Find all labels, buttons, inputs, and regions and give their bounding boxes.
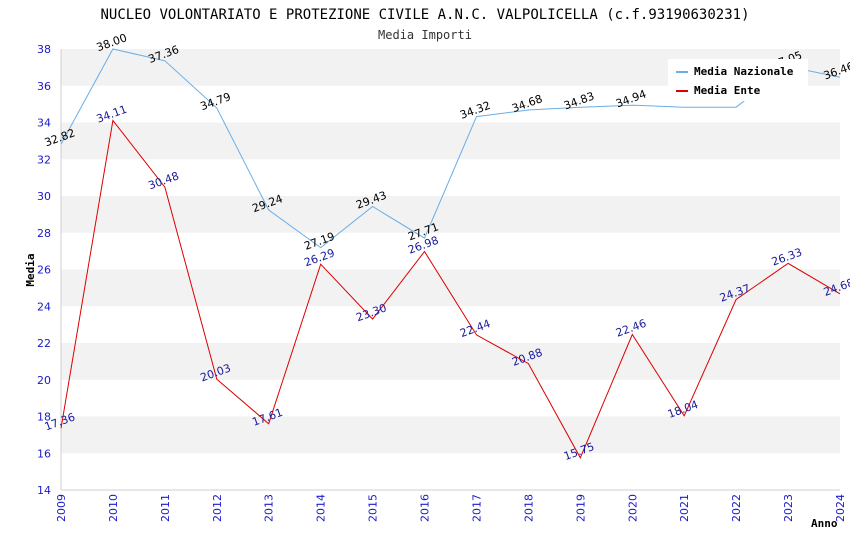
grid-band <box>61 379 840 417</box>
x-tick-label: 2024 <box>834 494 847 522</box>
grid-band <box>61 122 840 160</box>
grid-bands <box>60 49 840 491</box>
x-tick-label: 2017 <box>470 494 483 522</box>
y-tick-label: 34 <box>37 117 51 130</box>
y-tick-label: 36 <box>37 80 51 93</box>
y-tick-label: 38 <box>37 43 51 56</box>
y-tick-label: 14 <box>37 484 51 497</box>
grid-band <box>61 269 840 307</box>
x-tick-label: 2011 <box>159 494 172 522</box>
y-tick-label: 16 <box>37 447 51 460</box>
y-axis-label: Media <box>24 253 37 286</box>
y-tick-label: 18 <box>37 411 51 424</box>
series-line-ente <box>60 119 841 459</box>
grid-band <box>61 416 840 454</box>
x-tick-label: 2019 <box>574 494 587 522</box>
y-tick-label: 32 <box>37 153 51 166</box>
legend-label-nazionale: Media Nazionale <box>694 65 794 78</box>
x-tick-label: 2013 <box>263 494 276 522</box>
x-tick-label: 2009 <box>55 494 68 522</box>
y-tick-label: 22 <box>37 337 51 350</box>
x-tick-label: 2018 <box>522 494 535 522</box>
x-tick-label: 2016 <box>419 494 432 522</box>
y-axis-ticks: 14 16 18 20 22 24 26 28 30 32 34 36 38 <box>37 43 51 497</box>
x-tick-label: 2012 <box>211 494 224 522</box>
grid-band <box>61 196 840 233</box>
x-tick-label: 2015 <box>367 494 380 522</box>
x-tick-label: 2023 <box>782 494 795 522</box>
x-tick-label: 2021 <box>678 494 691 522</box>
x-tick-label: 2020 <box>626 494 639 522</box>
chart-subtitle: Media Importi <box>378 28 472 42</box>
grid-band <box>61 453 840 490</box>
chart-title: NUCLEO VOLONTARIATO E PROTEZIONE CIVILE … <box>100 7 749 23</box>
grid-band <box>61 343 840 380</box>
y-tick-label: 20 <box>37 374 51 387</box>
grid-band <box>61 306 840 343</box>
y-tick-label: 30 <box>37 190 51 203</box>
y-tick-label: 24 <box>37 300 51 313</box>
x-axis-ticks: 2009 2010 2011 2012 2013 2014 2015 2016 2017 2018… <box>55 494 847 522</box>
series-line-nazionale <box>60 48 841 249</box>
y-tick-label: 26 <box>37 264 51 277</box>
x-axis-label: Anno <box>811 517 838 530</box>
series-lines <box>60 48 841 459</box>
x-tick-label: 2014 <box>315 494 328 522</box>
legend-box <box>668 59 808 101</box>
x-tick-label: 2022 <box>730 494 743 522</box>
x-tick-label: 2010 <box>107 494 120 522</box>
legend: Media Nazionale Media Ente <box>668 59 808 101</box>
legend-label-ente: Media Ente <box>694 84 761 97</box>
y-tick-label: 28 <box>37 227 51 240</box>
grid-band <box>61 232 840 270</box>
